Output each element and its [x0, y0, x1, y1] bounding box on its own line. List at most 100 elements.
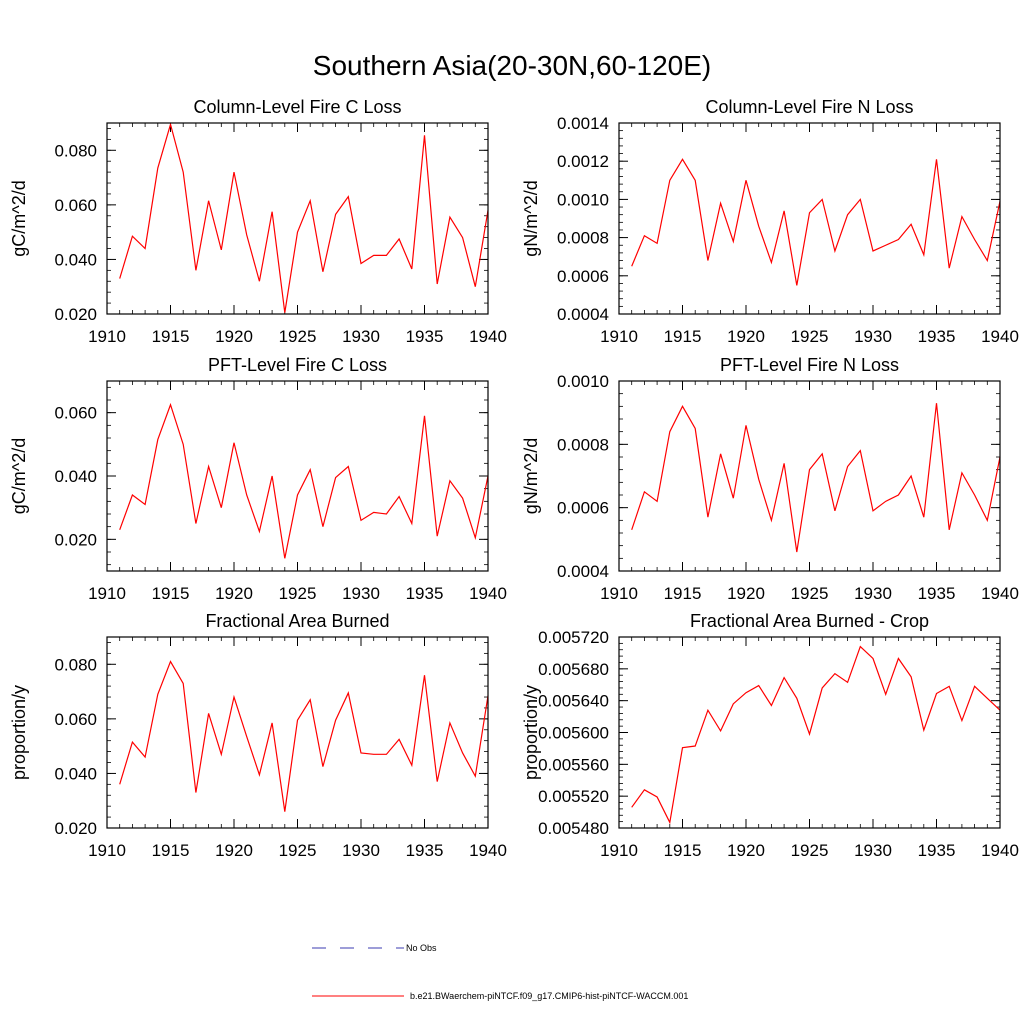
chart-panels: Column-Level Fire C Loss gC/m^2/d 1910 1915… — [9, 97, 1019, 860]
y-tick-label: 0.0010 — [557, 372, 609, 391]
plot-frame — [618, 636, 1001, 829]
chart-panel-3: PFT-Level Fire C Loss gC/m^2/d 1910 1915 192… — [9, 355, 507, 603]
y-tick-label: 0.080 — [54, 141, 97, 160]
x-tick-label: 1925 — [791, 584, 829, 603]
x-tick-label: 1915 — [664, 584, 702, 603]
x-tick-label: 1930 — [342, 841, 380, 860]
y-tick-label: 0.040 — [54, 764, 97, 783]
y-tick-label: 0.005520 — [538, 787, 609, 806]
x-tick-label: 1930 — [342, 327, 380, 346]
x-tick-label: 1910 — [600, 584, 638, 603]
data-series-line — [631, 403, 1001, 553]
x-tick-label: 1920 — [215, 841, 253, 860]
y-tick-label: 0.0006 — [557, 499, 609, 518]
panel-title: Fractional Area Burned — [205, 611, 389, 631]
x-tick-label: 1925 — [791, 327, 829, 346]
y-tick-label: 0.0006 — [557, 267, 609, 286]
chart-panel-6: Fractional Area Burned - Crop proportion/… — [521, 611, 1019, 860]
y-tick-label: 0.005480 — [538, 819, 609, 838]
y-tick-label: 0.020 — [54, 305, 97, 324]
y-tick-label: 0.0004 — [557, 305, 609, 324]
x-tick-label: 1930 — [342, 584, 380, 603]
x-tick-label: 1935 — [918, 327, 956, 346]
y-tick-label: 0.080 — [54, 655, 97, 674]
y-tick-label: 0.005680 — [538, 660, 609, 679]
panel-title: PFT-Level Fire C Loss — [208, 355, 387, 375]
x-tick-label: 1940 — [981, 584, 1019, 603]
x-tick-label: 1935 — [918, 584, 956, 603]
x-tick-label: 1925 — [279, 584, 317, 603]
x-tick-label: 1910 — [88, 841, 126, 860]
x-tick-label: 1920 — [215, 327, 253, 346]
y-tick-label: 0.020 — [54, 530, 97, 549]
plot-frame — [106, 636, 489, 829]
y-tick-label: 0.060 — [54, 196, 97, 215]
panel-title: Fractional Area Burned - Crop — [690, 611, 929, 631]
panel-title: Column-Level Fire C Loss — [193, 97, 401, 117]
y-axis-label: gN/m^2/d — [521, 180, 541, 256]
x-tick-label: 1925 — [279, 327, 317, 346]
y-tick-label: 0.020 — [54, 819, 97, 838]
x-tick-label: 1935 — [406, 327, 444, 346]
plot-frame — [106, 122, 489, 315]
x-tick-label: 1940 — [469, 327, 507, 346]
x-tick-label: 1915 — [664, 327, 702, 346]
x-tick-label: 1940 — [469, 841, 507, 860]
y-tick-label: 0.0008 — [557, 229, 609, 248]
x-tick-label: 1930 — [854, 841, 892, 860]
y-tick-label: 0.0014 — [557, 114, 609, 133]
x-tick-label: 1910 — [88, 327, 126, 346]
x-tick-label: 1910 — [600, 327, 638, 346]
y-tick-label: 0.0008 — [557, 435, 609, 454]
x-tick-label: 1915 — [152, 327, 190, 346]
data-series-line — [631, 645, 1001, 825]
x-tick-label: 1920 — [215, 584, 253, 603]
y-tick-label: 0.005600 — [538, 724, 609, 743]
chart-panel-2: Column-Level Fire N Loss gN/m^2/d 1910 1915… — [521, 97, 1019, 346]
y-tick-label: 0.0010 — [557, 190, 609, 209]
x-tick-label: 1920 — [727, 841, 765, 860]
x-tick-label: 1935 — [406, 584, 444, 603]
y-tick-label: 0.005720 — [538, 628, 609, 647]
legend-label-no-obs: No Obs — [406, 943, 437, 953]
x-tick-label: 1915 — [664, 841, 702, 860]
y-tick-label: 0.040 — [54, 250, 97, 269]
plot-frame — [618, 122, 1001, 315]
x-tick-label: 1925 — [279, 841, 317, 860]
plot-frame — [106, 380, 489, 572]
x-tick-label: 1930 — [854, 327, 892, 346]
x-tick-label: 1915 — [152, 584, 190, 603]
legend-label-model: b.e21.BWaerchem-piNTCF.f09_g17.CMIP6-his… — [410, 991, 688, 1001]
legend: No Obs b.e21.BWaerchem-piNTCF.f09_g17.CM… — [312, 943, 688, 1001]
y-axis-label: gC/m^2/d — [9, 180, 29, 256]
y-tick-label: 0.0012 — [557, 152, 609, 171]
panel-title: PFT-Level Fire N Loss — [720, 355, 899, 375]
x-tick-label: 1920 — [727, 584, 765, 603]
x-tick-label: 1935 — [406, 841, 444, 860]
chart-panel-1: Column-Level Fire C Loss gC/m^2/d 1910 1915… — [9, 97, 507, 346]
x-tick-label: 1925 — [791, 841, 829, 860]
chart-panel-5: Fractional Area Burned proportion/y 1910 19… — [9, 611, 507, 860]
y-tick-label: 0.060 — [54, 404, 97, 423]
data-series-line — [119, 122, 489, 313]
x-tick-label: 1935 — [918, 841, 956, 860]
chart-panel-4: PFT-Level Fire N Loss gN/m^2/d 1910 1915 192… — [521, 355, 1019, 603]
y-tick-label: 0.005640 — [538, 692, 609, 711]
y-tick-label: 0.0004 — [557, 562, 609, 581]
y-tick-label: 0.060 — [54, 710, 97, 729]
panel-title: Column-Level Fire N Loss — [705, 97, 913, 117]
x-tick-label: 1915 — [152, 841, 190, 860]
data-series-line — [119, 660, 489, 812]
figure-title: Southern Asia(20-30N,60-120E) — [313, 50, 711, 81]
data-series-line — [119, 402, 489, 559]
x-tick-label: 1930 — [854, 584, 892, 603]
data-series-line — [631, 158, 1001, 286]
x-tick-label: 1910 — [600, 841, 638, 860]
x-tick-label: 1910 — [88, 584, 126, 603]
x-tick-label: 1940 — [469, 584, 507, 603]
y-axis-label: proportion/y — [9, 685, 29, 780]
x-tick-label: 1940 — [981, 327, 1019, 346]
y-tick-label: 0.040 — [54, 467, 97, 486]
y-tick-label: 0.005560 — [538, 755, 609, 774]
